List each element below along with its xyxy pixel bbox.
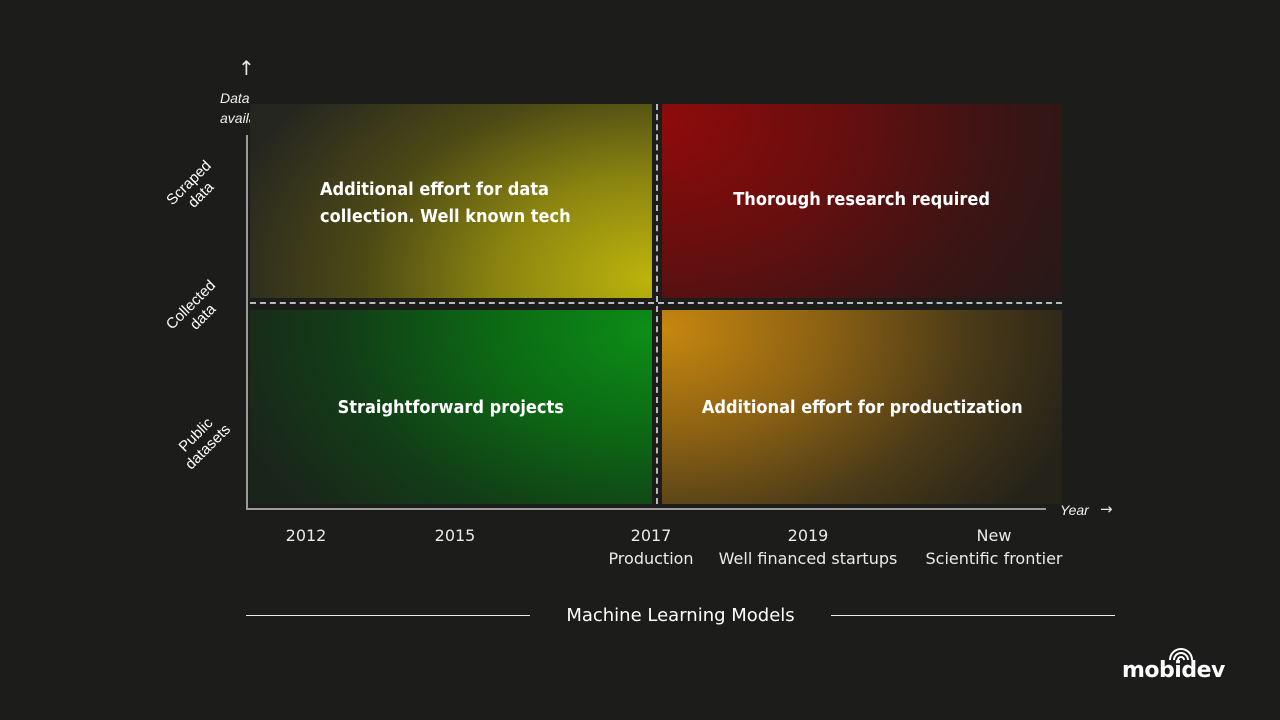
quadrant-bottom-right-label: Additional effort for productization bbox=[701, 396, 1023, 418]
quadrant-top-left: Additional effort for data collection. W… bbox=[250, 104, 652, 298]
x-tick-label-line2: Production bbox=[608, 549, 694, 568]
quadrant-bottom-right: Additional effort for productization bbox=[662, 310, 1062, 504]
x-tick-2019: 2019 Well financed startups bbox=[708, 524, 908, 570]
caption: Machine Learning Models bbox=[566, 605, 795, 626]
quadrant-label-line2: collection. Well known tech bbox=[320, 206, 571, 227]
y-axis-title-line1: Data bbox=[220, 90, 250, 106]
caption-rule-right bbox=[831, 615, 1115, 616]
quadrant-bottom-left-label: Straightforward projects bbox=[337, 396, 565, 418]
quadrant-top-right: Thorough research required bbox=[662, 104, 1062, 298]
x-tick-new: New Scientific frontier bbox=[894, 524, 1094, 570]
x-axis-title: Year bbox=[1060, 502, 1089, 518]
quadrant-bottom-left: Straightforward projects bbox=[250, 310, 652, 504]
x-tick-label-line1: 2019 bbox=[787, 526, 829, 545]
x-tick-label-line1: 2012 bbox=[285, 526, 327, 545]
y-axis-line bbox=[246, 135, 248, 510]
x-tick-2015: 2015 bbox=[355, 524, 555, 547]
x-tick-label-line1: 2017 bbox=[630, 526, 672, 545]
caption-rule-left bbox=[246, 615, 530, 616]
y-tick-public-datasets: Public datasets bbox=[158, 397, 246, 485]
logo: mobidev bbox=[1120, 648, 1240, 688]
x-tick-label-line1: 2015 bbox=[434, 526, 476, 545]
y-tick-scraped-data: Scraped data bbox=[151, 145, 239, 233]
x-axis-arrow-icon: → bbox=[1100, 500, 1113, 518]
x-axis-line bbox=[246, 508, 1046, 510]
quadrant-top-right-label: Thorough research required bbox=[733, 188, 991, 210]
x-tick-2017: 2017 Production bbox=[551, 524, 751, 570]
vertical-divider bbox=[656, 104, 658, 504]
quadrant-label-line1: Additional effort for data bbox=[320, 179, 549, 200]
logo-text: mobidev bbox=[1122, 658, 1225, 683]
x-tick-label-line1: New bbox=[976, 526, 1012, 545]
quadrant-top-left-label: Additional effort for data collection. W… bbox=[320, 176, 571, 230]
x-tick-2012: 2012 bbox=[206, 524, 406, 547]
x-tick-label-line2: Well financed startups bbox=[718, 549, 898, 568]
y-tick-collected-data: Collected data bbox=[153, 267, 241, 355]
wifi-signal-icon bbox=[1169, 648, 1193, 661]
y-axis-arrow-icon: ↑ bbox=[238, 56, 255, 80]
x-tick-label-line2: Scientific frontier bbox=[925, 549, 1063, 568]
